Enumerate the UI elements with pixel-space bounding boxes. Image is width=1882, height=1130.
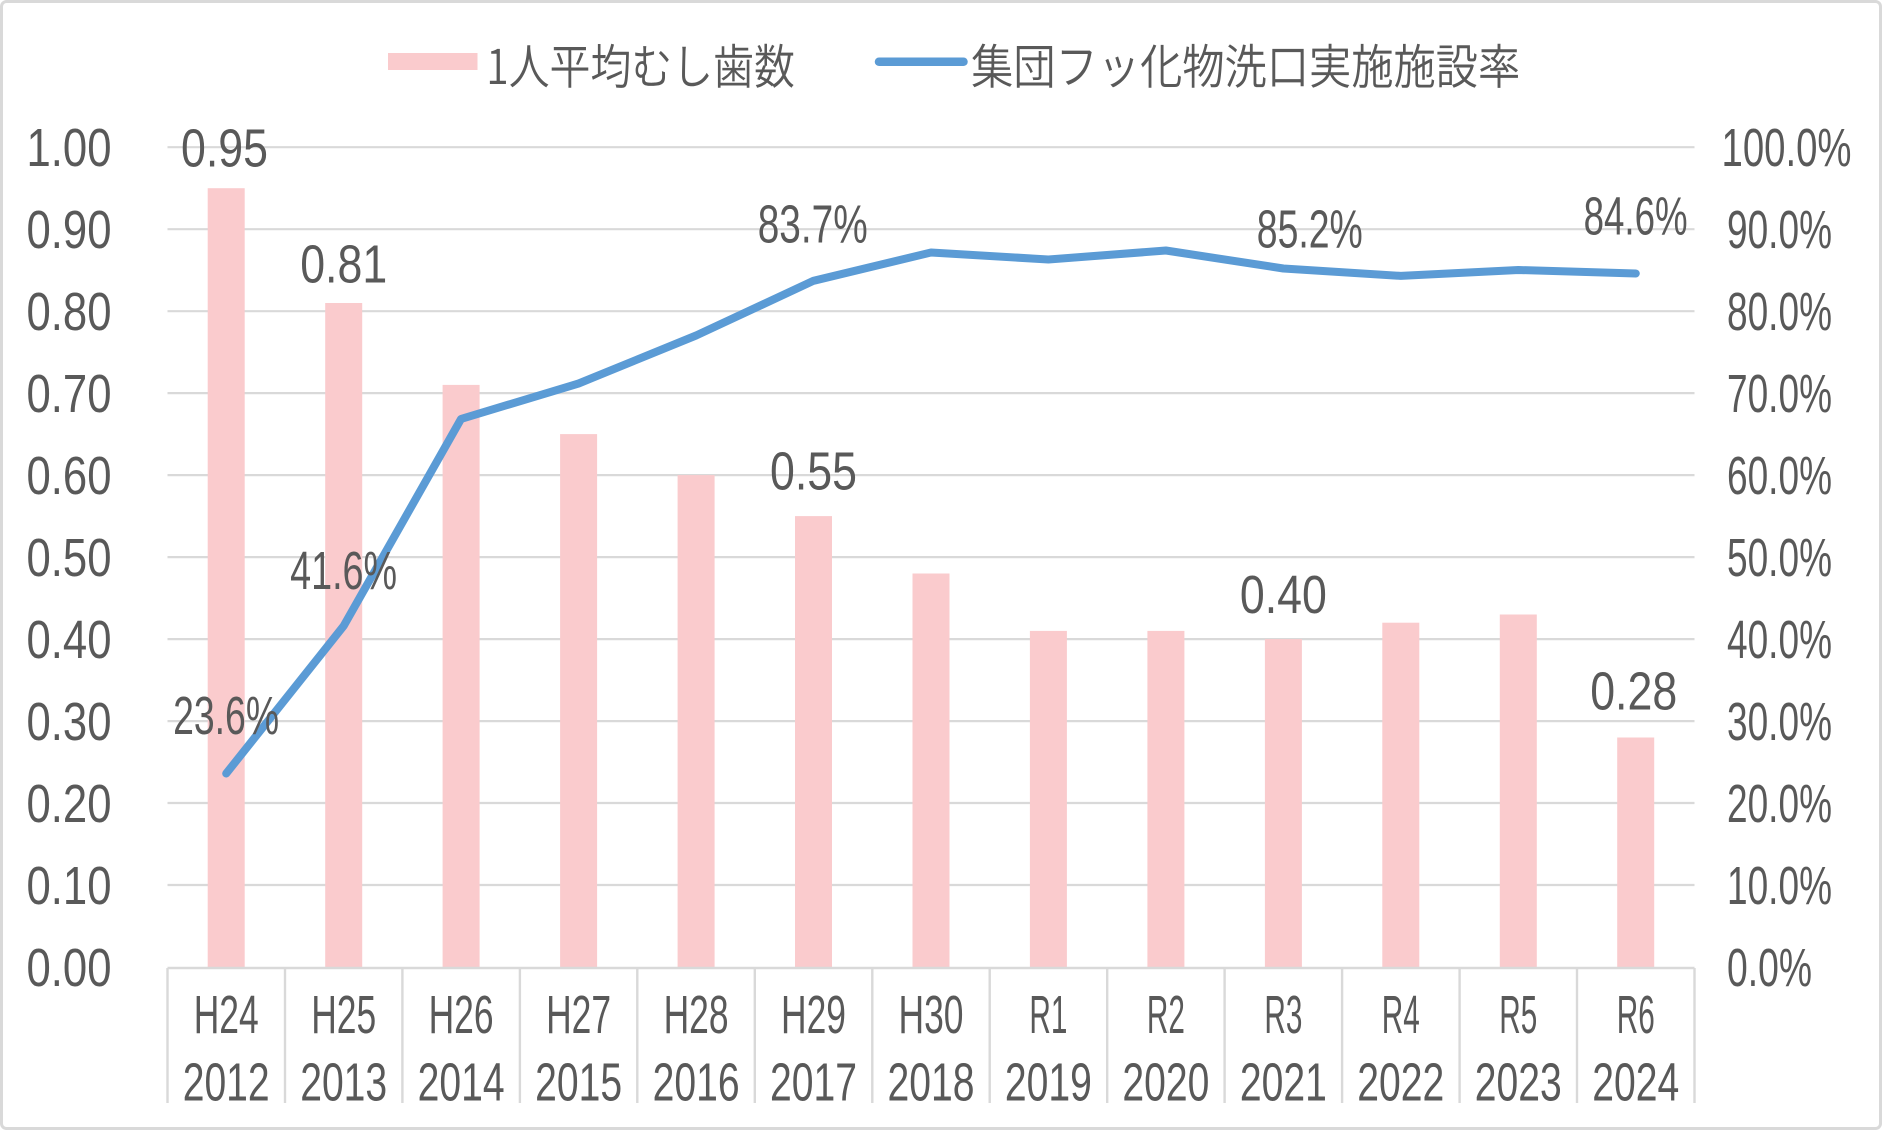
svg-text:83.7%: 83.7% [758,195,868,255]
svg-text:30.0%: 30.0% [1727,692,1832,752]
svg-text:H28: H28 [664,985,729,1045]
svg-text:2012: 2012 [183,1053,270,1113]
svg-text:R5: R5 [1499,985,1537,1045]
svg-text:41.6%: 41.6% [290,541,397,601]
svg-text:84.6%: 84.6% [1584,186,1688,246]
svg-text:R1: R1 [1029,985,1067,1045]
svg-text:70.0%: 70.0% [1727,364,1832,424]
svg-text:23.6%: 23.6% [173,686,279,746]
svg-text:0.00: 0.00 [27,938,112,998]
svg-text:0.20: 0.20 [27,774,112,834]
svg-text:2014: 2014 [418,1053,505,1113]
svg-text:R2: R2 [1147,985,1185,1045]
svg-text:H27: H27 [546,985,611,1045]
svg-text:0.55: 0.55 [770,442,857,502]
svg-text:R6: R6 [1617,985,1655,1045]
svg-text:2020: 2020 [1122,1053,1209,1113]
svg-text:R3: R3 [1264,985,1302,1045]
svg-text:0.0%: 0.0% [1727,938,1812,998]
svg-text:0.81: 0.81 [300,234,387,294]
svg-text:0.40: 0.40 [27,610,112,670]
svg-text:2016: 2016 [653,1053,740,1113]
svg-text:0.90: 0.90 [27,200,112,260]
svg-text:2018: 2018 [888,1053,975,1113]
svg-text:0.70: 0.70 [27,364,112,424]
svg-text:H24: H24 [194,985,259,1045]
svg-text:0.50: 0.50 [27,528,112,588]
svg-text:50.0%: 50.0% [1727,528,1832,588]
svg-text:2021: 2021 [1240,1053,1327,1113]
svg-text:0.80: 0.80 [27,282,112,342]
svg-text:2023: 2023 [1475,1053,1562,1113]
svg-text:H25: H25 [311,985,376,1045]
svg-text:H26: H26 [429,985,494,1045]
svg-text:R4: R4 [1382,985,1420,1045]
svg-text:H29: H29 [781,985,846,1045]
svg-text:0.28: 0.28 [1590,662,1677,722]
svg-text:100.0%: 100.0% [1722,118,1852,178]
svg-text:90.0%: 90.0% [1727,200,1832,260]
svg-text:2022: 2022 [1357,1053,1444,1113]
svg-text:2013: 2013 [300,1053,387,1113]
svg-text:85.2%: 85.2% [1257,199,1363,259]
svg-text:0.10: 0.10 [27,856,112,916]
svg-text:0.95: 0.95 [181,119,268,179]
svg-text:2019: 2019 [1005,1053,1092,1113]
svg-text:2017: 2017 [770,1053,857,1113]
svg-text:40.0%: 40.0% [1727,610,1832,670]
svg-text:0.40: 0.40 [1240,565,1327,625]
svg-text:1.00: 1.00 [27,118,112,178]
svg-text:10.0%: 10.0% [1727,856,1832,916]
svg-text:2024: 2024 [1592,1053,1679,1113]
svg-text:0.30: 0.30 [27,692,112,752]
svg-text:2015: 2015 [535,1053,622,1113]
svg-text:80.0%: 80.0% [1727,282,1832,342]
svg-text:20.0%: 20.0% [1727,774,1832,834]
svg-text:60.0%: 60.0% [1727,446,1832,506]
svg-text:H30: H30 [899,985,964,1045]
svg-text:0.60: 0.60 [27,446,112,506]
